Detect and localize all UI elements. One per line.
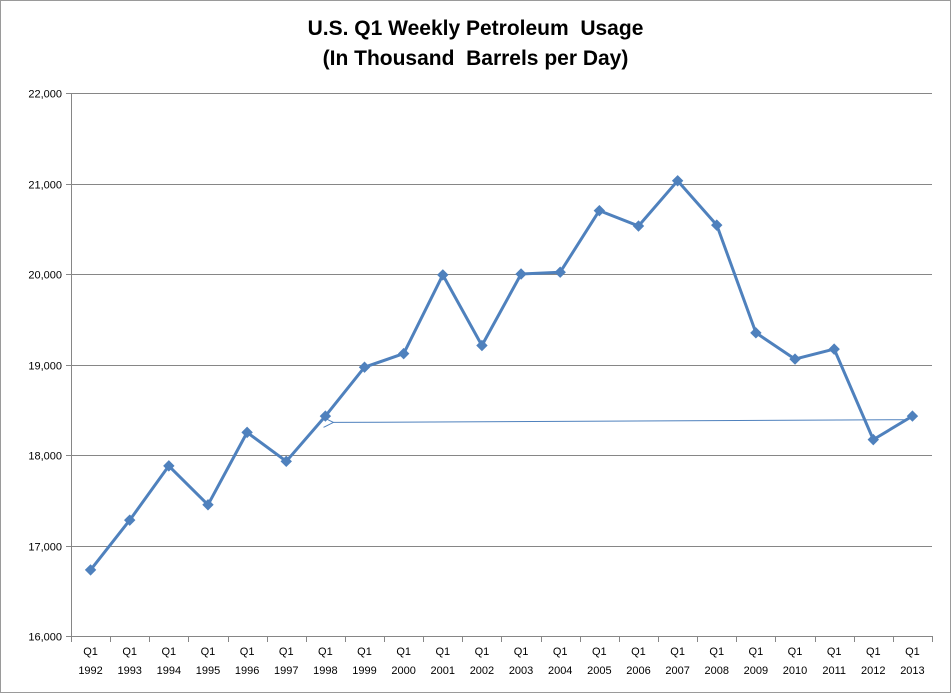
data-point: [397, 347, 410, 360]
data-point: [632, 220, 645, 232]
data-point: [671, 175, 684, 187]
x-tick-label-quarter: Q1: [201, 646, 216, 658]
x-tick-label-quarter: Q1: [709, 646, 724, 658]
y-tick-label: 17,000: [28, 542, 62, 554]
chart-title-line-1: U.S. Q1 Weekly Petroleum Usage: [307, 17, 644, 40]
axes: [66, 93, 933, 642]
data-point: [84, 564, 97, 576]
x-tick-label-quarter: Q1: [83, 646, 98, 658]
y-axis-tick-labels: 16,000 17,000 18,000 19,000 20,000 21,000 22,0…: [28, 89, 62, 644]
y-tick-label: 16,000: [28, 632, 62, 644]
x-tick-label-year: 1996: [235, 665, 259, 677]
x-tick-label-year: 2004: [548, 665, 572, 677]
x-tick-label-year: 2010: [783, 665, 807, 677]
annotation-arrow: [333, 420, 907, 423]
data-point: [515, 268, 527, 280]
x-tick-label-quarter: Q1: [357, 646, 372, 658]
x-tick-label-year: 2003: [509, 665, 533, 677]
data-point: [789, 353, 801, 365]
data-point: [711, 219, 723, 231]
data-point: [476, 339, 488, 352]
data-point: [906, 410, 919, 422]
data-point: [319, 410, 332, 422]
x-axis-tick-labels: Q1 1992 Q1 1993 Q1 1994 Q1 1995 Q1 1996 Q1 1997 Q1 19…: [78, 646, 924, 677]
data-point: [123, 514, 136, 526]
x-tick-label-year: 2001: [431, 665, 455, 677]
annotations: [333, 420, 907, 423]
data-point: [163, 460, 175, 472]
x-tick-label-quarter: Q1: [240, 646, 255, 658]
x-tick-label-quarter: Q1: [122, 646, 137, 658]
data-point: [828, 343, 840, 355]
y-tick-label: 20,000: [28, 270, 62, 282]
x-tick-label-quarter: Q1: [514, 646, 529, 658]
x-tick-label-quarter: Q1: [905, 646, 920, 658]
gridlines: [71, 93, 932, 547]
x-tick-label-quarter: Q1: [318, 646, 333, 658]
x-tick-label-quarter: Q1: [788, 646, 803, 658]
x-tick-label-year: 2006: [626, 665, 650, 677]
x-tick-label-quarter: Q1: [631, 646, 646, 658]
x-tick-label-year: 1999: [352, 665, 376, 677]
data-point: [554, 266, 566, 278]
data-point: [202, 499, 214, 511]
x-tick-label-quarter: Q1: [396, 646, 411, 658]
x-tick-label-quarter: Q1: [670, 646, 685, 658]
x-tick-label-year: 1993: [117, 665, 141, 677]
y-tick-label: 19,000: [28, 361, 62, 373]
x-tick-label-year: 2007: [665, 665, 689, 677]
x-tick-label-year: 1994: [157, 665, 181, 677]
x-tick-label-year: 1998: [313, 665, 337, 677]
data-point: [750, 327, 762, 339]
data-point: [593, 204, 606, 217]
series: [84, 175, 919, 576]
chart-title-line-2: (In Thousand Barrels per Day): [322, 47, 629, 70]
x-tick-label-year: 1995: [196, 665, 220, 677]
data-point: [280, 455, 292, 468]
x-tick-label-year: 2002: [470, 665, 494, 677]
x-tick-label-quarter: Q1: [592, 646, 607, 658]
x-tick-label-year: 2008: [705, 665, 729, 677]
chart-title: U.S. Q1 Weekly Petroleum Usage (In Thous…: [0, 14, 951, 74]
x-tick-label-year: 2000: [391, 665, 415, 677]
x-tick-label-year: 1992: [78, 665, 102, 677]
x-tick-label-year: 2005: [587, 665, 611, 677]
x-tick-label-quarter: Q1: [553, 646, 568, 658]
x-tick-label-year: 2012: [861, 665, 885, 677]
x-tick-label-year: 2009: [744, 665, 768, 677]
x-tick-label-year: 1997: [274, 665, 298, 677]
x-tick-label-year: 2013: [900, 665, 924, 677]
x-tick-label-quarter: Q1: [866, 646, 881, 658]
y-tick-label: 22,000: [28, 89, 62, 101]
data-point: [358, 361, 371, 373]
data-point: [867, 433, 880, 446]
data-point: [437, 269, 449, 281]
x-tick-label-quarter: Q1: [749, 646, 764, 658]
y-tick-label: 21,000: [28, 180, 62, 192]
y-tick-label: 18,000: [28, 451, 62, 463]
x-tick-label-quarter: Q1: [435, 646, 450, 658]
data-point: [241, 426, 253, 439]
x-tick-label-quarter: Q1: [475, 646, 490, 658]
x-tick-label-quarter: Q1: [827, 646, 842, 658]
x-tick-label-quarter: Q1: [279, 646, 294, 658]
x-tick-label-year: 2011: [822, 665, 846, 677]
series-line: [89, 179, 914, 571]
x-tick-label-quarter: Q1: [161, 646, 176, 658]
